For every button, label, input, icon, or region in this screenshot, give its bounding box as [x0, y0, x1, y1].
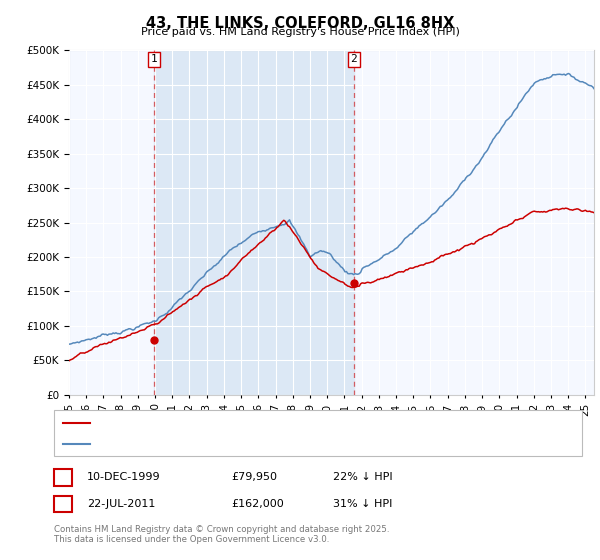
- Text: 22% ↓ HPI: 22% ↓ HPI: [333, 472, 392, 482]
- Text: £162,000: £162,000: [231, 499, 284, 509]
- Text: Contains HM Land Registry data © Crown copyright and database right 2025.
This d: Contains HM Land Registry data © Crown c…: [54, 525, 389, 544]
- Text: 43, THE LINKS, COLEFORD, GL16 8HX (detached house): 43, THE LINKS, COLEFORD, GL16 8HX (detac…: [96, 418, 374, 428]
- Text: 1: 1: [151, 54, 158, 64]
- Text: 1: 1: [59, 470, 67, 484]
- Text: 2: 2: [59, 497, 67, 511]
- Text: £79,950: £79,950: [231, 472, 277, 482]
- Text: Price paid vs. HM Land Registry's House Price Index (HPI): Price paid vs. HM Land Registry's House …: [140, 27, 460, 37]
- Text: 31% ↓ HPI: 31% ↓ HPI: [333, 499, 392, 509]
- Text: 2: 2: [350, 54, 357, 64]
- Text: 43, THE LINKS, COLEFORD, GL16 8HX: 43, THE LINKS, COLEFORD, GL16 8HX: [146, 16, 454, 31]
- Text: HPI: Average price, detached house, Forest of Dean: HPI: Average price, detached house, Fore…: [96, 438, 353, 449]
- Text: 22-JUL-2011: 22-JUL-2011: [87, 499, 155, 509]
- Text: 10-DEC-1999: 10-DEC-1999: [87, 472, 161, 482]
